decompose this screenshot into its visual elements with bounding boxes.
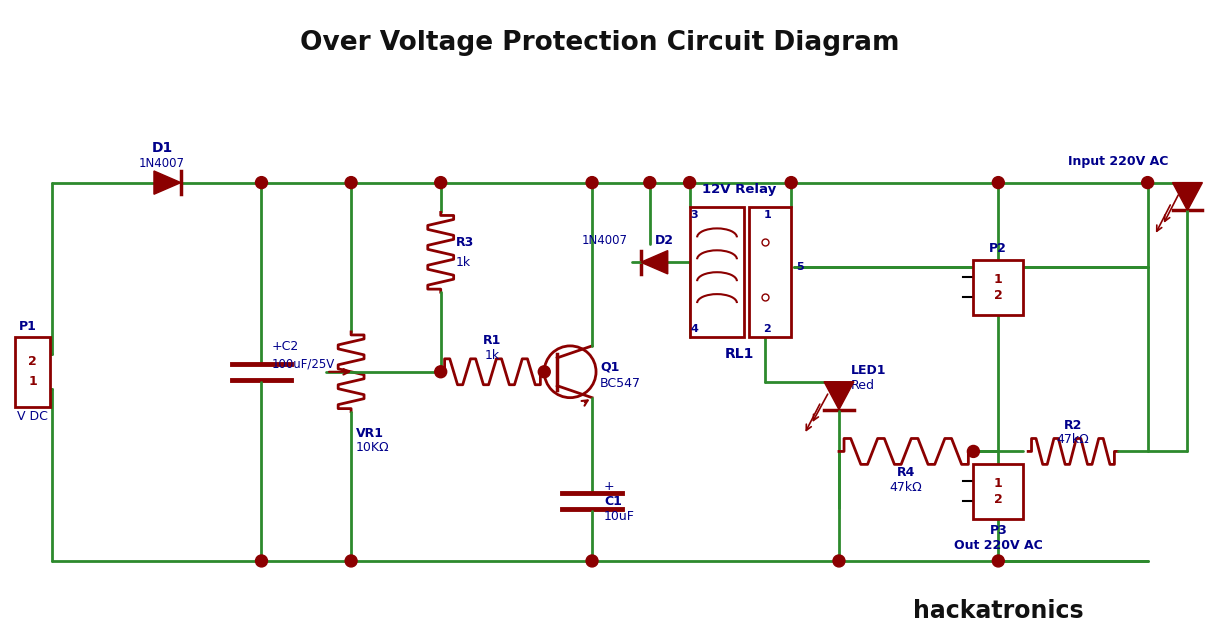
Text: LED1: LED1 (851, 364, 887, 377)
Text: 1: 1 (764, 211, 771, 220)
Circle shape (544, 346, 597, 397)
Text: R1: R1 (483, 334, 502, 347)
Text: 2: 2 (993, 289, 1003, 302)
Text: 2: 2 (28, 355, 36, 369)
Text: V DC: V DC (17, 410, 48, 423)
Text: 5: 5 (796, 262, 803, 272)
Text: VR1: VR1 (356, 426, 384, 440)
Text: RL1: RL1 (725, 347, 754, 361)
Text: 12V Relay: 12V Relay (702, 182, 777, 196)
Text: Q1: Q1 (600, 360, 620, 373)
Text: +: + (604, 480, 615, 493)
Polygon shape (824, 382, 854, 410)
Text: BC547: BC547 (600, 377, 641, 390)
Text: 1: 1 (993, 273, 1003, 286)
Circle shape (1142, 177, 1153, 189)
Text: 2: 2 (993, 492, 1003, 506)
Bar (15, 337, 50, 406)
Text: R2: R2 (1064, 419, 1082, 431)
Polygon shape (1172, 182, 1203, 211)
Circle shape (992, 555, 1004, 567)
Text: R4: R4 (897, 466, 916, 480)
Text: D1: D1 (151, 141, 173, 155)
Text: Input 220V AC: Input 220V AC (1067, 155, 1168, 168)
Text: 1k: 1k (485, 349, 500, 362)
Circle shape (345, 177, 357, 189)
Circle shape (684, 177, 696, 189)
Circle shape (434, 177, 446, 189)
Text: hackatronics: hackatronics (914, 599, 1084, 623)
Text: D2: D2 (655, 234, 674, 247)
Circle shape (255, 555, 267, 567)
Circle shape (345, 555, 357, 567)
Circle shape (538, 366, 551, 377)
Text: 1k: 1k (456, 256, 471, 269)
Text: 10uF: 10uF (604, 510, 635, 523)
Circle shape (785, 177, 797, 189)
Polygon shape (154, 171, 180, 195)
Circle shape (586, 177, 598, 189)
Bar (973, 464, 1024, 519)
Text: 100uF/25V: 100uF/25V (271, 358, 335, 370)
Text: Over Voltage Protection Circuit Diagram: Over Voltage Protection Circuit Diagram (300, 30, 900, 56)
Circle shape (968, 446, 979, 457)
Text: R3: R3 (456, 236, 474, 249)
Circle shape (992, 177, 1004, 189)
Text: 1: 1 (993, 477, 1003, 490)
Bar (690, 207, 744, 337)
Text: Red: Red (851, 379, 875, 392)
Text: P2: P2 (990, 242, 1007, 255)
Text: P1: P1 (18, 320, 36, 333)
Bar (973, 260, 1024, 315)
Text: P3: P3 (990, 524, 1007, 537)
Text: +C2: +C2 (271, 340, 299, 353)
Text: 10KΩ: 10KΩ (356, 442, 390, 455)
Text: 1: 1 (28, 375, 36, 388)
Text: 4: 4 (691, 324, 698, 334)
Text: 2: 2 (764, 324, 771, 334)
Text: 1N4007: 1N4007 (582, 234, 628, 247)
Text: Out 220V AC: Out 220V AC (953, 539, 1043, 551)
Circle shape (644, 177, 656, 189)
Circle shape (434, 366, 446, 377)
Text: 1N4007: 1N4007 (139, 157, 185, 169)
Circle shape (832, 555, 845, 567)
Circle shape (586, 555, 598, 567)
Text: 3: 3 (691, 211, 698, 220)
Bar (749, 207, 791, 337)
Text: 47kΩ: 47kΩ (889, 482, 922, 494)
Polygon shape (641, 250, 668, 274)
Text: 47kΩ: 47kΩ (1056, 433, 1089, 446)
Text: C1: C1 (604, 495, 622, 508)
Circle shape (255, 177, 267, 189)
